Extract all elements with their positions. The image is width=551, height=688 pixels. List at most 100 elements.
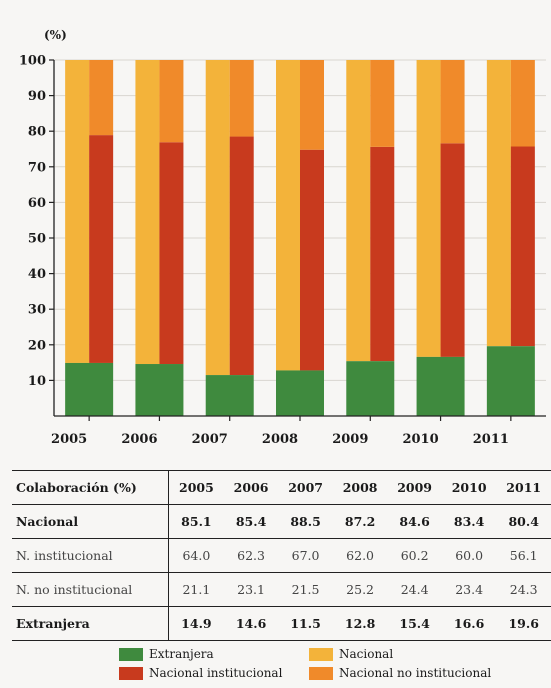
legend-label: Nacional <box>339 647 394 661</box>
bar-segment-nacional-no-institucional <box>300 60 324 150</box>
collaboration-table: Colaboración (%) 2005 2006 2007 2008 200… <box>12 470 551 641</box>
table-cell: 85.4 <box>223 504 279 539</box>
table-cell: 16.6 <box>441 606 497 641</box>
legend-swatch <box>309 647 333 661</box>
bar-group-2005 <box>65 60 114 416</box>
bar-group-2011 <box>486 60 535 416</box>
bar-segment-nacional-institucional <box>229 136 254 376</box>
table-cell: 62.3 <box>223 538 279 573</box>
bar-segment-extranjera <box>205 375 254 416</box>
table-cell: 11.5 <box>278 606 333 641</box>
x-tick-label: 2007 <box>192 432 228 447</box>
legend-item-nacional: Nacional <box>309 647 499 661</box>
bar-segment-nacional-institucional <box>440 143 465 357</box>
y-tick-label: 10 <box>28 374 46 389</box>
table-cell: 12.8 <box>332 606 388 641</box>
bar-segment-nacional <box>416 60 441 357</box>
table-cell: 56.1 <box>496 538 551 573</box>
table-cell: 64.0 <box>168 538 224 573</box>
table-cell: 24.3 <box>496 572 551 607</box>
table-row-label: N. institucional <box>12 538 169 573</box>
table-row-label: N. no institucional <box>12 572 169 607</box>
bar-segment-extranjera <box>276 370 324 416</box>
bar-segment-nacional <box>486 60 511 347</box>
bar-segment-extranjera <box>416 356 465 416</box>
y-tick-label: 40 <box>28 267 46 282</box>
y-tick-label: 80 <box>28 125 46 140</box>
bar-segment-nacional <box>276 60 300 371</box>
bar-group-2009 <box>346 60 395 416</box>
bar-segment-nacional-no-institucional <box>159 60 184 143</box>
table-cell: 60.0 <box>441 538 497 573</box>
table-cell: 62.0 <box>332 538 388 573</box>
table-cell: 60.2 <box>387 538 442 573</box>
table-cell: 23.4 <box>441 572 497 607</box>
bar-segment-nacional-no-institucional <box>510 60 535 147</box>
bar-group-2008 <box>276 60 324 416</box>
table-cell: 19.6 <box>496 606 551 641</box>
legend-swatch <box>119 666 143 680</box>
x-tick-label: 2011 <box>473 432 509 447</box>
legend-item-extranjera: Extranjera <box>119 647 309 661</box>
table-row-label: Extranjera <box>12 606 169 641</box>
legend-label: Nacional no institucional <box>339 666 492 680</box>
bar-segment-nacional-institucional <box>159 142 184 365</box>
table-row-label: Nacional <box>12 504 169 539</box>
table-cell: 88.5 <box>278 504 333 539</box>
legend-label: Extranjera <box>149 647 214 661</box>
bar-segment-nacional-institucional <box>370 146 395 362</box>
table-cell: 83.4 <box>441 504 497 539</box>
x-tick-label: 2010 <box>402 432 438 447</box>
bar-segment-nacional <box>135 60 160 365</box>
bar-segment-nacional-institucional <box>510 146 535 347</box>
table-cell: 14.9 <box>168 606 224 641</box>
x-tick-label: 2006 <box>121 432 157 447</box>
y-tick-label: 90 <box>28 89 46 104</box>
bar-group-2007 <box>205 60 254 416</box>
x-tick-label: 2009 <box>332 432 368 447</box>
table-cell: 24.4 <box>387 572 442 607</box>
table-cell: 85.1 <box>168 504 224 539</box>
bar-segment-nacional-institucional <box>89 135 114 363</box>
table-cell: 25.2 <box>332 572 388 607</box>
x-tick-label: 2005 <box>51 432 87 447</box>
bars <box>65 60 535 416</box>
bar-segment-nacional-no-institucional <box>370 60 395 147</box>
table-cell: 21.1 <box>168 572 224 607</box>
legend-item-nacional-no-institucional: Nacional no institucional <box>309 666 499 680</box>
table-cell: 80.4 <box>496 504 551 539</box>
table-header-cell: 2005 <box>168 470 224 505</box>
legend-swatch <box>119 647 143 661</box>
y-tick-label: 70 <box>28 160 46 175</box>
legend-label: Nacional institucional <box>149 666 283 680</box>
table-header-cell: 2007 <box>278 470 333 505</box>
bar-segment-nacional <box>65 60 90 363</box>
x-tick-label: 2008 <box>262 432 298 447</box>
bar-segment-nacional-institucional <box>300 149 324 371</box>
table-row-n-institucional: N. institucional 64.0 62.3 67.0 62.0 60.… <box>12 538 551 573</box>
table-header-cell: 2010 <box>441 470 497 505</box>
bar-segment-extranjera <box>346 361 395 416</box>
legend-swatch <box>309 666 333 680</box>
bar-group-2010 <box>416 60 465 416</box>
table-header-cell: 2011 <box>496 470 551 505</box>
table-cell: 15.4 <box>387 606 442 641</box>
x-axis-ticks: 2005 2006 2007 2008 2009 2010 2011 <box>51 416 512 447</box>
bar-segment-nacional-no-institucional <box>440 60 465 144</box>
legend-item-nacional-institucional: Nacional institucional <box>119 666 309 680</box>
table-header-cell: 2009 <box>387 470 442 505</box>
bar-segment-nacional-no-institucional <box>229 60 254 137</box>
bar-segment-nacional <box>205 60 230 376</box>
table-cell: 21.5 <box>278 572 333 607</box>
table-cell: 23.1 <box>223 572 279 607</box>
table-cell: 84.6 <box>387 504 442 539</box>
table-row-extranjera: Extranjera 14.9 14.6 11.5 12.8 15.4 16.6… <box>12 606 551 641</box>
y-axis-ticks: 10 20 30 40 50 60 70 80 90 100 <box>19 54 54 389</box>
table-cell: 14.6 <box>223 606 279 641</box>
y-tick-label: 100 <box>19 54 46 69</box>
bar-segment-nacional <box>346 60 371 362</box>
bar-group-2006 <box>135 60 184 416</box>
table-row-n-no-institucional: N. no institucional 21.1 23.1 21.5 25.2 … <box>12 572 551 607</box>
table-cell: 87.2 <box>332 504 388 539</box>
